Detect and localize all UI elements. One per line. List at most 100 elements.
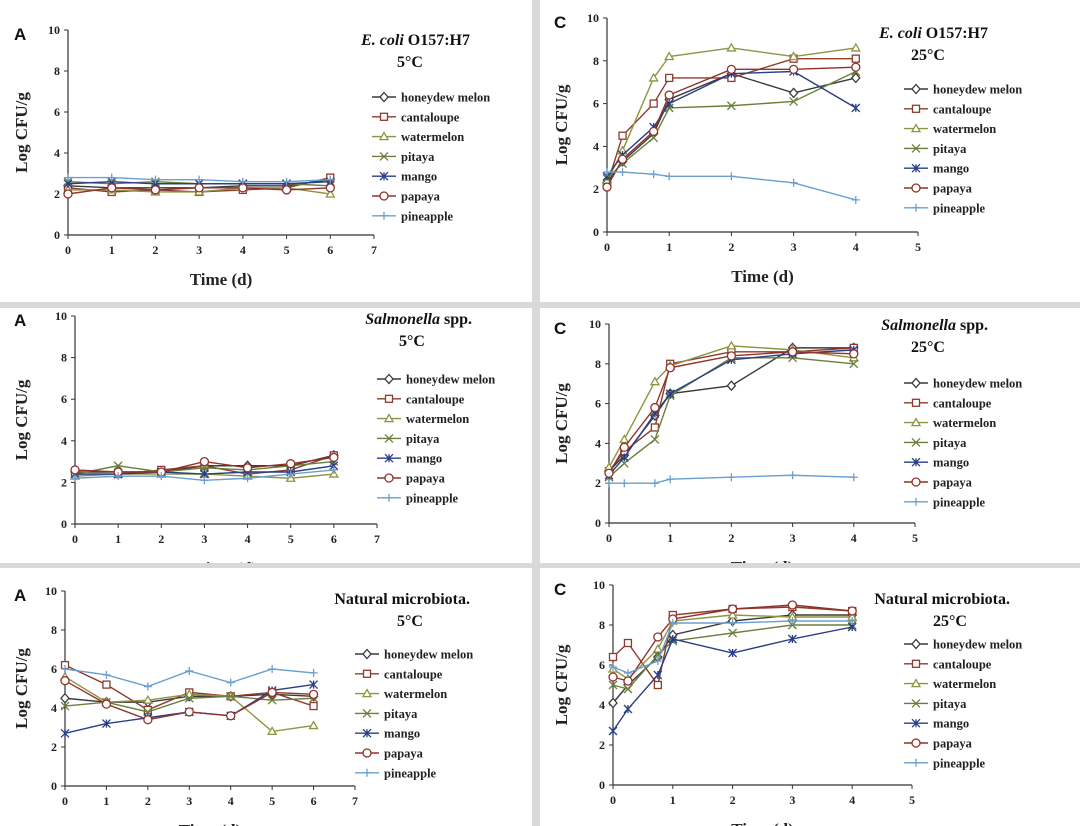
legend-marker (911, 104, 921, 113)
series-pineapple (71, 465, 338, 485)
legend-label: honeydew melon (933, 377, 1022, 391)
data-point (788, 87, 799, 99)
x-tick-label: 1 (115, 532, 121, 546)
data-point (849, 359, 859, 369)
data-point (623, 669, 632, 677)
data-point (618, 131, 627, 140)
chart-title: Salmonella spp. (881, 317, 988, 334)
x-tick-label: 1 (109, 243, 115, 257)
data-point (325, 188, 336, 198)
legend-label: cantaloupe (401, 110, 460, 124)
data-point (788, 471, 797, 480)
chart-temperature: 25°C (933, 613, 967, 630)
legend-marker (385, 493, 393, 502)
legend-label: pitaya (933, 142, 967, 156)
legend-marker (912, 497, 920, 506)
legend-label: pineapple (401, 209, 454, 223)
series-line (608, 349, 854, 476)
legend-item-pitaya: pitaya (904, 697, 967, 711)
y-tick-label: 4 (599, 698, 605, 712)
legend-marker (911, 738, 921, 748)
x-tick-label: 4 (849, 793, 855, 807)
series-papaya (604, 347, 859, 478)
y-tick-label: 0 (599, 778, 605, 792)
y-axis-title: Log CFU/g (12, 379, 31, 460)
data-point (107, 173, 116, 182)
panel-letter: A (14, 25, 26, 44)
data-point (649, 376, 661, 386)
x-tick-label: 2 (730, 793, 736, 807)
series-pineapple (609, 617, 857, 677)
x-tick-label: 4 (228, 794, 234, 808)
legend-label: cantaloupe (933, 657, 992, 671)
legend-item-honeydew-melon: honeydew melon (372, 91, 490, 105)
y-tick-label: 10 (48, 23, 60, 37)
x-tick-label: 4 (245, 532, 251, 546)
legend: honeydew melon cantaloupe watermelon pitaya… (904, 377, 1022, 509)
title-rest: spp. (956, 317, 988, 334)
data-point (101, 699, 112, 709)
series-mango (608, 622, 857, 736)
y-axis-title: Log CFU/g (552, 84, 571, 165)
y-tick-label: 8 (61, 351, 67, 365)
data-point (608, 726, 618, 736)
legend-marker (911, 377, 921, 389)
data-point (649, 99, 658, 108)
data-point (102, 680, 111, 689)
legend-marker (362, 669, 372, 678)
legend-marker (910, 417, 922, 427)
legend-marker (362, 648, 372, 660)
data-point (268, 665, 277, 673)
y-tick-label: 10 (587, 11, 599, 25)
x-tick-label: 0 (65, 243, 71, 257)
legend-label: mango (933, 717, 969, 731)
legend: honeydew melon cantaloupe watermelon pitaya… (372, 91, 490, 223)
chart-svg: C 0 2 4 6 8 10 0 1 2 3 4 5 Time (d) Log CFU/g Natural m… (552, 578, 1022, 826)
data-point (114, 472, 123, 481)
data-point (143, 705, 153, 715)
x-axis-title: Time (d) (731, 820, 794, 826)
legend-marker (911, 398, 921, 407)
chart-panel-3: A 0 2 4 6 8 10 0 1 2 3 4 5 6 7 Time (d) Log CFU/g Salmone… (0, 308, 532, 563)
x-tick-label: 1 (103, 794, 109, 808)
legend-label: honeydew melon (401, 91, 490, 105)
data-point (243, 474, 252, 483)
y-tick-label: 6 (593, 97, 599, 111)
data-point (150, 185, 161, 195)
data-point (653, 680, 662, 690)
series-papaya (60, 676, 319, 725)
title-organism: E. coli (878, 25, 922, 42)
data-point (665, 363, 675, 373)
chart-svg: C 0 2 4 6 8 10 0 1 2 3 4 5 Time (d) Log CFU/g E. coli O… (552, 11, 1022, 286)
legend-marker (363, 768, 371, 777)
legend-item-papaya: papaya (904, 476, 973, 490)
y-tick-label: 2 (593, 182, 599, 196)
legend-marker (911, 163, 921, 173)
data-point (650, 423, 660, 432)
legend-item-papaya: papaya (355, 747, 424, 761)
data-point (619, 452, 629, 462)
legend-label: watermelon (401, 130, 464, 144)
data-point (728, 619, 737, 627)
series-papaya (608, 600, 857, 686)
x-tick-label: 5 (269, 794, 275, 808)
legend-label: cantaloupe (384, 667, 443, 681)
legend-marker (362, 728, 372, 738)
series-papaya (70, 452, 339, 477)
y-tick-label: 8 (54, 64, 60, 78)
data-point (184, 707, 194, 717)
x-tick-label: 1 (670, 793, 676, 807)
legend-item-pineapple: pineapple (372, 209, 454, 223)
legend-label: pitaya (933, 436, 967, 450)
data-point (668, 619, 677, 627)
data-point (101, 719, 111, 729)
data-point (788, 64, 799, 75)
y-axis-title: Log CFU/g (552, 644, 571, 725)
series-papaya (63, 183, 335, 199)
series-watermelon (601, 42, 861, 185)
x-tick-label: 0 (62, 794, 68, 808)
legend-label: honeydew melon (933, 83, 1022, 97)
x-axis-title: Time (d) (195, 559, 258, 563)
x-tick-label: 6 (327, 243, 333, 257)
legend-marker (911, 457, 921, 467)
